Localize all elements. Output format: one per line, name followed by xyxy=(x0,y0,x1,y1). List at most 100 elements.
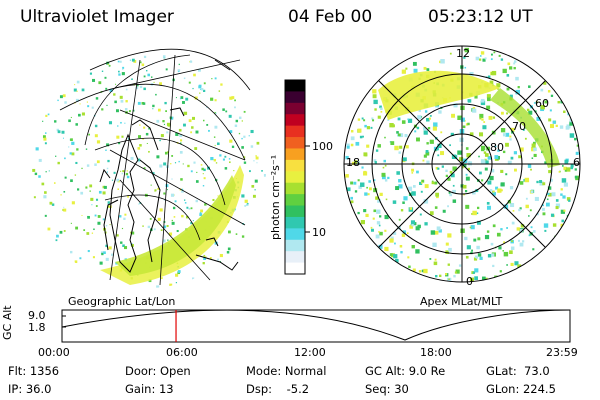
aurora-pixel xyxy=(480,51,485,55)
aurora-pixel xyxy=(94,124,98,128)
aurora-pixel xyxy=(465,147,469,150)
aurora-pixel xyxy=(509,138,512,141)
aurora-pixel xyxy=(371,117,374,120)
aurora-pixel xyxy=(500,169,504,173)
aurora-pixel xyxy=(397,117,401,121)
aurora-pixel xyxy=(489,189,493,192)
aurora-pixel xyxy=(91,204,93,206)
aurora-pixel xyxy=(115,83,117,85)
aurora-pixel xyxy=(528,85,531,88)
aurora-pixel xyxy=(43,195,47,199)
aurora-pixel xyxy=(437,154,440,157)
aurora-pixel xyxy=(51,203,55,206)
aurora-pixel xyxy=(424,110,428,113)
aurora-pixel xyxy=(416,126,420,130)
aurora-pixel xyxy=(117,125,119,127)
aurora-pixel xyxy=(360,182,365,187)
aurora-pixel xyxy=(513,60,517,63)
aurora-pixel xyxy=(169,283,173,287)
aurora-pixel xyxy=(250,129,254,134)
aurora-pixel xyxy=(107,159,110,163)
aurora-pixel xyxy=(497,88,499,90)
aurora-pixel xyxy=(373,179,376,182)
aurora-pixel xyxy=(548,118,552,122)
aurora-pixel xyxy=(404,134,408,138)
aurora-pixel xyxy=(421,179,425,183)
aurora-pixel xyxy=(138,203,140,205)
aurora-pixel xyxy=(192,277,195,280)
aurora-pixel xyxy=(202,185,205,187)
aurora-pixel xyxy=(142,225,144,227)
aurora-pixel xyxy=(113,93,116,96)
aurora-pixel xyxy=(570,166,574,170)
aurora-pixel xyxy=(32,168,36,172)
aurora-pixel xyxy=(411,168,415,172)
colorbar-segment xyxy=(285,239,305,252)
aurora-pixel xyxy=(345,174,349,178)
aurora-pixel xyxy=(435,166,439,170)
aurora-pixel xyxy=(426,117,430,122)
aurora-pixel xyxy=(159,139,161,142)
aurora-pixel xyxy=(545,202,550,207)
aurora-pixel xyxy=(489,80,494,85)
aurora-pixel xyxy=(70,250,73,254)
aurora-pixel xyxy=(506,112,509,115)
aurora-pixel xyxy=(166,224,169,227)
aurora-pixel xyxy=(185,97,189,101)
aurora-pixel xyxy=(452,166,457,171)
aurora-pixel xyxy=(95,205,98,207)
aurora-pixel xyxy=(433,261,438,266)
aurora-pixel xyxy=(387,176,390,180)
aurora-pixel xyxy=(477,220,481,225)
aurora-pixel xyxy=(560,188,563,191)
aurora-pixel xyxy=(106,143,110,147)
aurora-pixel xyxy=(487,254,492,258)
aurora-pixel xyxy=(178,63,180,66)
aurora-pixel xyxy=(462,184,467,189)
aurora-pixel xyxy=(88,133,91,136)
aurora-pixel xyxy=(358,185,362,189)
aurora-pixel xyxy=(108,121,113,125)
aurora-pixel xyxy=(406,232,409,235)
aurora-pixel xyxy=(243,135,246,138)
timeline-y-tick-9: 9.0 xyxy=(28,309,46,322)
aurora-pixel xyxy=(522,129,525,131)
aurora-pixel xyxy=(64,157,66,160)
aurora-pixel xyxy=(203,257,206,261)
aurora-pixel xyxy=(255,156,259,160)
colorbar-frame xyxy=(284,79,306,275)
aurora-pixel xyxy=(241,146,244,149)
aurora-pixel xyxy=(569,121,574,126)
aurora-pixel xyxy=(411,172,414,174)
aurora-pixel xyxy=(227,247,231,251)
aurora-pixel xyxy=(372,217,375,220)
aurora-pixel xyxy=(410,220,416,225)
aurora-pixel xyxy=(202,262,205,265)
aurora-pixel xyxy=(372,89,377,94)
aurora-pixel xyxy=(398,151,401,154)
aurora-pixel xyxy=(155,93,157,96)
aurora-pixel xyxy=(235,233,238,235)
aurora-pixel xyxy=(38,158,42,162)
aurora-pixel xyxy=(379,215,382,218)
aurora-pixel xyxy=(105,224,108,227)
aurora-pixel xyxy=(533,153,537,158)
aurora-pixel xyxy=(166,131,169,134)
aurora-pixel xyxy=(487,156,492,160)
aurora-pixel xyxy=(156,285,160,288)
aurora-pixel xyxy=(63,206,65,208)
aurora-pixel xyxy=(415,226,420,231)
aurora-pixel xyxy=(113,171,116,174)
aurora-pixel xyxy=(182,101,185,104)
aurora-pixel xyxy=(515,89,521,95)
aurora-pixel xyxy=(129,59,131,61)
aurora-pixel xyxy=(248,170,251,173)
aurora-pixel xyxy=(509,250,513,255)
aurora-pixel xyxy=(121,72,125,76)
aurora-pixel xyxy=(382,166,385,169)
aurora-pixel xyxy=(561,178,567,183)
aurora-pixel xyxy=(111,179,114,181)
aurora-pixel xyxy=(530,226,533,229)
aurora-pixel xyxy=(435,274,438,278)
